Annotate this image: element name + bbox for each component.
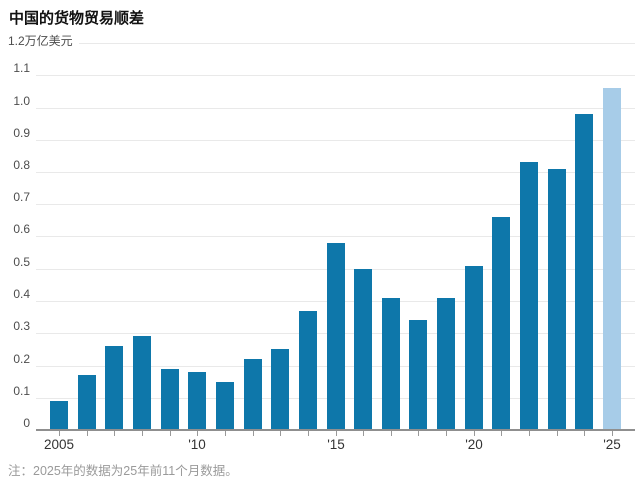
y-tick-label: 0.5 (13, 255, 30, 269)
x-tick (114, 431, 115, 436)
gridline (36, 204, 635, 205)
bar-2007 (105, 346, 123, 429)
x-axis-line (36, 429, 635, 431)
x-tick (87, 431, 88, 436)
footnote: 注：2025年的数据为25年前11个月数据。 (8, 464, 238, 478)
y-tick-label: 0.9 (13, 126, 30, 140)
x-tick-label-20: '20 (465, 437, 483, 452)
y-tick-label: 0 (23, 416, 30, 430)
bar-2015 (327, 243, 345, 429)
bar-2011 (216, 382, 234, 429)
bar-2013 (271, 349, 289, 429)
bar-2022 (520, 162, 538, 429)
bar-2009 (161, 369, 179, 429)
bar-2017 (382, 298, 400, 429)
x-tick (280, 431, 281, 436)
bar-2024 (575, 114, 593, 429)
y-tick-label: 1.1 (13, 61, 30, 75)
x-tick (363, 431, 364, 436)
y-tick-label: 0.4 (13, 287, 30, 301)
x-tick (142, 431, 143, 436)
gridline (36, 75, 635, 76)
bar-2020 (465, 266, 483, 429)
x-tick (170, 431, 171, 436)
bar-2021 (492, 217, 510, 429)
x-tick (584, 431, 585, 436)
x-tick (418, 431, 419, 436)
x-tick (501, 431, 502, 436)
gridline (36, 43, 635, 44)
x-tick (225, 431, 226, 436)
x-tick (253, 431, 254, 436)
x-tick-label-25: '25 (603, 437, 621, 452)
chart-title: 中国的货物贸易顺差 (9, 10, 145, 27)
y-tick-label: 0.2 (13, 352, 30, 366)
gridline (36, 236, 635, 237)
x-tick (557, 431, 558, 436)
x-tick (529, 431, 530, 436)
x-tick (474, 431, 475, 436)
bar-2012 (244, 359, 262, 429)
gridline (36, 140, 635, 141)
x-tick (59, 431, 60, 436)
gridline (36, 172, 635, 173)
gridline (36, 108, 635, 109)
y-tick-label: 0.8 (13, 158, 30, 172)
bar-highlight-2025 (603, 88, 621, 429)
y-tick-label: 0.7 (13, 190, 30, 204)
x-tick (446, 431, 447, 436)
x-tick (308, 431, 309, 436)
y-tick-label: 0.1 (13, 384, 30, 398)
bar-2006 (78, 375, 96, 429)
bar-2018 (409, 320, 427, 429)
bar-2005 (50, 401, 68, 429)
bar-2010 (188, 372, 206, 429)
x-tick (197, 431, 198, 436)
x-tick-label-2005: 2005 (43, 437, 75, 452)
y-tick-label: 1.0 (13, 94, 30, 108)
x-tick (612, 431, 613, 436)
x-tick-label-10: '10 (188, 437, 206, 452)
x-tick-label-15: '15 (327, 437, 345, 452)
y-tick-label: 0.6 (13, 222, 30, 236)
bar-2019 (437, 298, 455, 429)
bar-2016 (354, 269, 372, 429)
bar-2008 (133, 336, 151, 429)
y-tick-label: 0.3 (13, 319, 30, 333)
x-tick (336, 431, 337, 436)
x-tick (391, 431, 392, 436)
y-axis-unit-label: 1.2万亿美元 (8, 33, 79, 49)
bar-2023 (548, 169, 566, 429)
bar-2014 (299, 311, 317, 429)
